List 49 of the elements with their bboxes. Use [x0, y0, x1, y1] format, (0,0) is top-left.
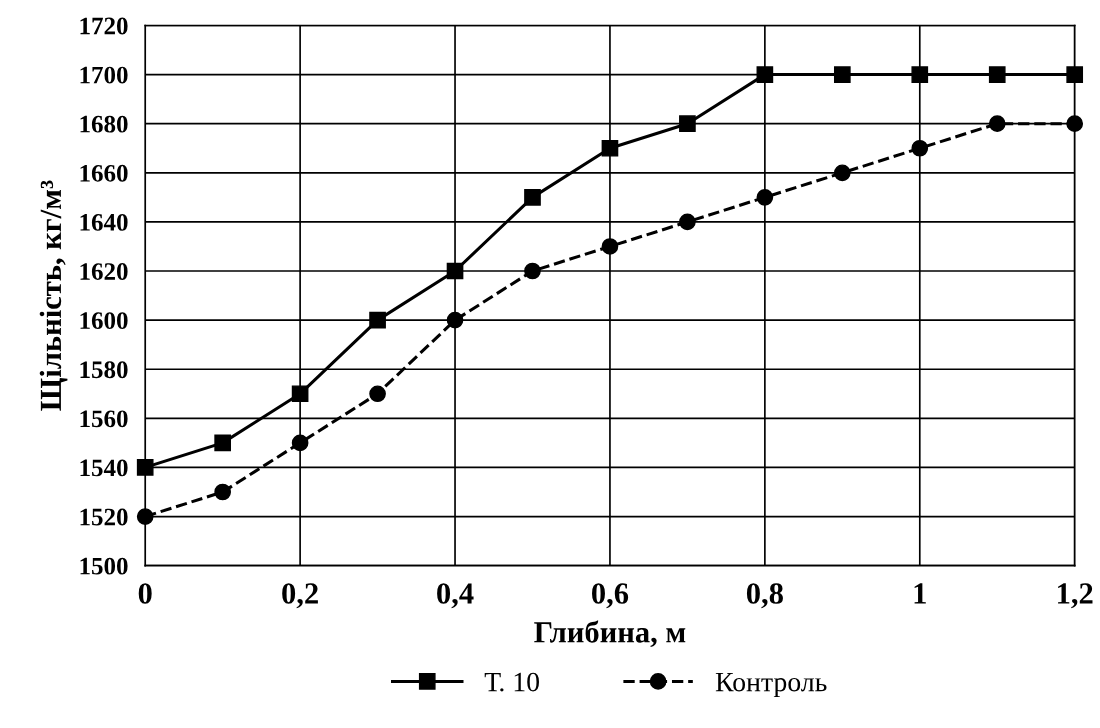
x-tick-label: 0,6	[592, 583, 629, 609]
point	[214, 434, 231, 452]
point	[524, 262, 541, 280]
point	[833, 66, 851, 83]
point	[679, 213, 696, 231]
point	[601, 139, 619, 157]
legend-label: Контроль	[715, 672, 827, 698]
point	[291, 434, 309, 452]
point	[1066, 115, 1084, 133]
x-tick-label: 0,2	[282, 583, 318, 609]
point	[369, 311, 386, 329]
x-tick-label: 0,4	[437, 583, 474, 609]
point	[988, 115, 1006, 133]
x-tick-label: 1	[914, 583, 926, 604]
y-tick-label: 1620	[80, 263, 128, 280]
point	[214, 483, 231, 501]
y-tick-label: 1580	[80, 361, 128, 379]
x-tick-label: 0	[138, 583, 152, 604]
point	[524, 189, 541, 206]
point	[756, 189, 774, 206]
y-tick-label: 1660	[80, 164, 128, 182]
point	[136, 508, 154, 525]
x-axis-title: Глибина, м	[534, 620, 686, 648]
point	[833, 164, 851, 182]
point	[136, 459, 154, 476]
y-axis-title: Щільність, кг/м³	[39, 180, 68, 411]
x-tick-label: 1,2	[1058, 583, 1093, 609]
y-tick-label: 1560	[80, 410, 128, 428]
point	[291, 385, 309, 403]
point	[446, 311, 464, 329]
point	[911, 139, 929, 157]
y-tick-label: 1640	[80, 213, 128, 231]
point	[911, 66, 929, 83]
legend-label: Т. 10	[484, 672, 539, 692]
y-tick-label: 1680	[80, 115, 128, 133]
y-tick-label: 1600	[80, 312, 128, 330]
y-tick-label: 1720	[80, 17, 128, 35]
point	[601, 238, 619, 255]
y-tick-label: 1540	[80, 459, 128, 477]
y-tick-label: 1500	[80, 557, 128, 575]
point	[446, 262, 464, 280]
point	[756, 66, 774, 83]
x-tick-label: 0,8	[746, 583, 783, 609]
point	[369, 385, 386, 403]
y-tick-label: 1520	[80, 508, 128, 526]
y-tick-label: 1700	[80, 66, 128, 84]
point	[988, 66, 1006, 83]
point	[679, 115, 696, 133]
point	[1066, 66, 1084, 83]
